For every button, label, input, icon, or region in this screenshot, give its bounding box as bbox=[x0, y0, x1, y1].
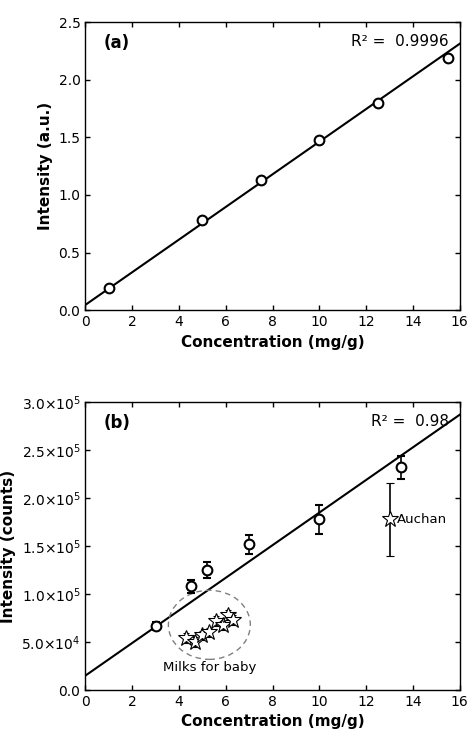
Text: (b): (b) bbox=[104, 414, 131, 432]
Y-axis label: Intensity (counts): Intensity (counts) bbox=[1, 470, 16, 623]
Y-axis label: Intensity (a.u.): Intensity (a.u.) bbox=[38, 102, 53, 230]
Text: R² =  0.9996: R² = 0.9996 bbox=[351, 34, 448, 49]
X-axis label: Concentration (mg/g): Concentration (mg/g) bbox=[181, 335, 365, 349]
Text: R² =  0.98: R² = 0.98 bbox=[371, 414, 448, 429]
Text: (a): (a) bbox=[104, 34, 130, 52]
X-axis label: Concentration (mg/g): Concentration (mg/g) bbox=[181, 715, 365, 729]
Text: Milks for baby: Milks for baby bbox=[163, 661, 256, 674]
Text: Auchan: Auchan bbox=[397, 513, 447, 526]
